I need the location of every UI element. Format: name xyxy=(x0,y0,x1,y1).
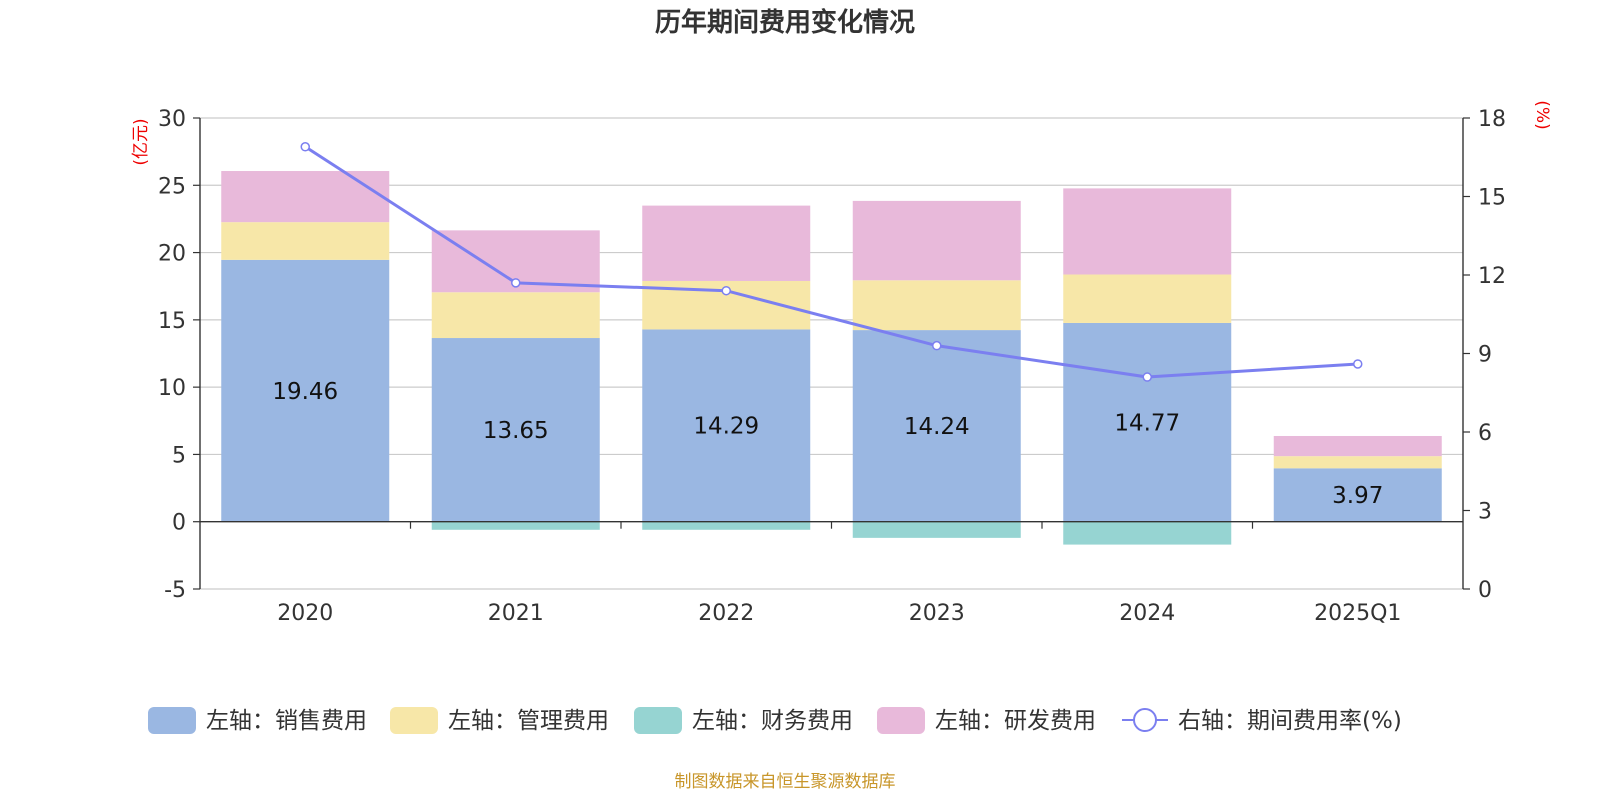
right-tick-label: 15 xyxy=(1478,186,1506,211)
x-tick-label: 2023 xyxy=(909,601,965,626)
rd-bar xyxy=(1273,435,1442,457)
ratio-polyline xyxy=(304,145,1358,379)
right-tick-label: 18 xyxy=(1478,107,1506,132)
ratio-point xyxy=(721,285,731,296)
source-note: 制图数据来自恒生聚源数据库 xyxy=(675,772,896,792)
legend-label: 左轴：销售费用 xyxy=(206,708,367,734)
ratio-point xyxy=(1353,359,1363,369)
legend: 左轴：销售费用 左轴：管理费用 左轴：财务费用 左轴：研发费用 右轴：期间费用率(%) xyxy=(148,707,1402,734)
legend-swatch xyxy=(877,707,925,734)
gridlines xyxy=(200,117,1463,590)
sales-value-label: 14.29 xyxy=(693,414,759,440)
finance-bar xyxy=(431,521,600,530)
legend-item-sales: 左轴：销售费用 xyxy=(148,707,367,734)
chart-title: 历年期间费用变化情况 xyxy=(655,7,915,38)
legend-swatch xyxy=(390,707,438,734)
legend-item-rd: 左轴：研发费用 xyxy=(877,707,1096,734)
x-tick-label: 2024 xyxy=(1119,601,1175,626)
legend-label: 左轴：管理费用 xyxy=(448,708,609,734)
x-tick-label: 2021 xyxy=(488,601,544,626)
ratio-line xyxy=(300,142,1363,382)
right-tick-label: 12 xyxy=(1478,264,1506,289)
rd-bar xyxy=(1063,188,1232,275)
legend-circle-icon xyxy=(1133,708,1157,732)
left-tick-label: 15 xyxy=(158,309,186,334)
legend-label: 右轴：期间费用率(%) xyxy=(1178,708,1402,734)
legend-swatch xyxy=(148,707,196,734)
admin-bar xyxy=(1273,456,1442,469)
ratio-point xyxy=(1142,372,1152,382)
ratio-point xyxy=(300,142,310,152)
right-tick-label: 0 xyxy=(1478,578,1492,603)
ratio-point xyxy=(511,278,521,288)
legend-swatch xyxy=(634,707,682,734)
x-tick-label: 2022 xyxy=(698,601,754,626)
left-tick-label: 10 xyxy=(158,376,186,401)
sales-value-label: 19.46 xyxy=(272,379,338,405)
ratio-point xyxy=(932,340,942,351)
left-tick-label: 25 xyxy=(158,174,186,199)
sales-bar xyxy=(642,329,811,522)
sales-bar xyxy=(1273,468,1442,522)
sales-value-label: 13.65 xyxy=(483,418,549,444)
legend-item-finance: 左轴：财务费用 xyxy=(634,707,853,734)
right-tick-label: 3 xyxy=(1478,500,1492,525)
right-axis-unit: (%) xyxy=(1532,100,1552,129)
left-tick-label: 5 xyxy=(172,443,186,468)
legend-item-ratio: 右轴：期间费用率(%) xyxy=(1122,708,1402,734)
sales-bar xyxy=(431,338,600,522)
rd-bar xyxy=(221,171,390,223)
left-tick-label: 20 xyxy=(158,242,186,267)
sales-value-label: 14.24 xyxy=(904,414,970,440)
rd-bar xyxy=(642,205,811,281)
axes: -5 0 5 10 15 20 25 30 0 3 6 9 12 15 18 2020 2021 2022 2023… xyxy=(158,107,1506,626)
finance-bar xyxy=(1063,521,1232,545)
sales-bar xyxy=(852,330,1021,522)
finance-bar xyxy=(642,521,811,530)
finance-bar xyxy=(852,521,1021,538)
left-tick-label: 30 xyxy=(158,107,186,132)
sales-bar xyxy=(221,259,390,522)
admin-bar xyxy=(431,292,600,339)
left-tick-label: 0 xyxy=(172,511,186,536)
left-tick-label: -5 xyxy=(164,578,186,603)
admin-bar xyxy=(852,280,1021,331)
sales-value-label: 3.97 xyxy=(1332,483,1383,509)
legend-label: 左轴：研发费用 xyxy=(935,708,1096,734)
bars xyxy=(221,171,1442,545)
admin-bar xyxy=(1063,274,1232,323)
legend-label: 左轴：财务费用 xyxy=(692,708,853,734)
admin-bar xyxy=(221,222,390,260)
legend-item-admin: 左轴：管理费用 xyxy=(390,707,609,734)
data-labels: 19.46 13.65 14.29 14.24 14.77 3.97 xyxy=(272,379,1383,509)
sales-bar xyxy=(1063,322,1232,522)
sales-value-label: 14.77 xyxy=(1114,410,1180,436)
rd-bar xyxy=(852,200,1021,281)
x-tick-label: 2025Q1 xyxy=(1314,601,1401,626)
left-axis-unit: (亿元) xyxy=(131,118,151,165)
right-tick-label: 9 xyxy=(1478,343,1492,368)
right-tick-label: 6 xyxy=(1478,421,1492,446)
x-tick-label: 2020 xyxy=(277,601,333,626)
